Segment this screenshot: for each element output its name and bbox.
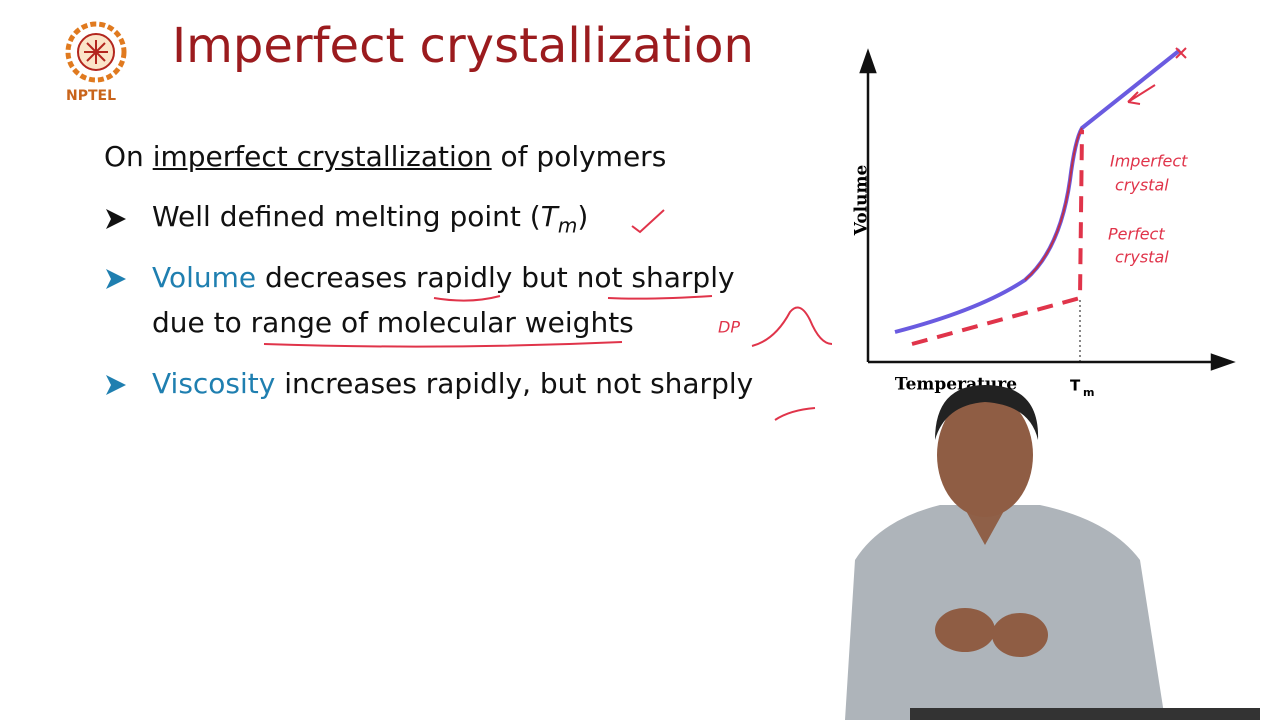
annotation: Perfect: [1108, 225, 1165, 244]
logo-icon: [65, 21, 127, 83]
annotation: crystal: [1115, 248, 1169, 267]
annotation: Imperfect: [1110, 152, 1188, 171]
symbol: T: [540, 200, 558, 233]
intro: On imperfect crystallization of polymers: [104, 140, 666, 173]
bullet-text: increases rapidly, but not sharply: [275, 367, 754, 400]
presenter: [845, 385, 1260, 720]
bullet: Well defined melting point (Tm): [152, 200, 588, 238]
ink-marks: [263, 209, 833, 421]
bullet-close: ): [577, 200, 589, 233]
intro-prefix: On: [104, 140, 153, 173]
tm-subscript: m: [1083, 386, 1094, 399]
bullet-text: Well defined melting point (: [152, 200, 541, 233]
intro-underlined: imperfect crystallization: [152, 140, 492, 173]
annotation: crystal: [1115, 176, 1169, 195]
highlight: Volume: [152, 261, 257, 294]
axes: [859, 48, 1236, 371]
bullet-line2: due to range of molecular weights: [152, 306, 634, 339]
slide-title: Imperfect crystallization: [172, 18, 754, 74]
logo-label: NPTEL: [66, 88, 117, 104]
tm-symbol: T: [1070, 377, 1081, 395]
bullet: Viscosity increases rapidly, but not sha…: [152, 367, 753, 400]
ink-dp: DP: [718, 318, 740, 337]
subscript: m: [557, 213, 578, 238]
y-label: Volume: [852, 165, 872, 237]
bullet-text: decreases rapidly but not sharply: [256, 261, 735, 294]
highlight: Viscosity: [152, 367, 276, 400]
bullet: Volume decreases rapidly but not sharply: [152, 261, 735, 294]
intro-suffix: of polymers: [491, 140, 667, 173]
dashed-curve: [911, 129, 1084, 346]
bullet-arrows: [106, 209, 126, 395]
